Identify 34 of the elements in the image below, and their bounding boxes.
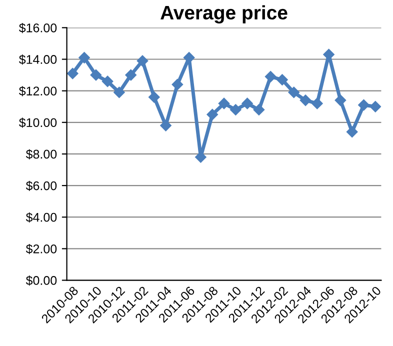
y-tick-label: $10.00: [18, 118, 57, 128]
y-tick-label: $4.00: [26, 212, 57, 223]
y-tick-label: $14.00: [18, 54, 57, 65]
point: [90, 69, 102, 81]
point: [230, 104, 242, 116]
point: [218, 98, 230, 110]
point: [67, 68, 78, 80]
point: [78, 52, 90, 64]
point: [264, 71, 276, 82]
point: [346, 126, 358, 138]
chart-title: Average price: [160, 5, 288, 24]
point: [242, 98, 253, 110]
point: [160, 120, 172, 132]
point: [334, 94, 346, 106]
point: [288, 86, 300, 98]
point: [206, 108, 218, 120]
y-tick-label: $2.00: [26, 244, 57, 254]
point: [172, 78, 184, 90]
point: [136, 55, 148, 66]
y-tick-label: $12.00: [18, 86, 57, 96]
y-tick-label: $8.00: [26, 149, 57, 160]
y-tick-label: $0.00: [26, 276, 57, 286]
y-tick-label: $6.00: [26, 180, 57, 191]
point: [102, 76, 114, 87]
point: [300, 94, 312, 106]
point: [276, 74, 288, 86]
point: [370, 101, 381, 112]
y-tick-label: $16.00: [18, 22, 57, 34]
point: [148, 92, 160, 103]
point: [312, 98, 323, 110]
point: [358, 99, 370, 111]
point: [253, 104, 265, 116]
point: [125, 69, 136, 81]
point: [114, 86, 125, 98]
